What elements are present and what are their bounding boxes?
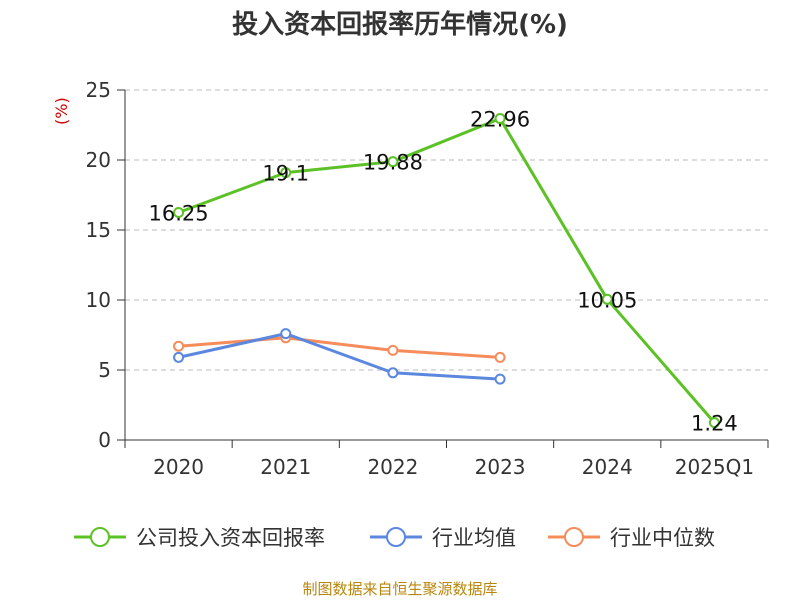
y-tick-label: 5 <box>98 358 111 382</box>
chart-title: 投入资本回报率历年情况(%) <box>232 10 568 40</box>
data-point <box>708 417 720 429</box>
data-point <box>387 344 399 356</box>
data-label: 1.24 <box>691 412 738 436</box>
x-tick-label: 2023 <box>475 455 526 479</box>
data-point <box>280 167 292 179</box>
legend-marker <box>564 527 584 547</box>
data-label: 16.25 <box>149 202 209 226</box>
data-point <box>387 367 399 379</box>
x-tick-label: 2022 <box>367 455 418 479</box>
legend-marker <box>90 527 110 547</box>
data-point <box>280 328 292 340</box>
data-label: 19.1 <box>262 162 309 186</box>
data-point <box>173 340 185 352</box>
x-tick-label: 2025Q1 <box>675 455 754 479</box>
series-line <box>178 332 501 381</box>
data-point <box>494 351 506 363</box>
source-note: 制图数据来自恒生聚源数据库 <box>302 580 498 598</box>
data-point <box>387 156 399 168</box>
y-tick-label: 25 <box>86 78 111 102</box>
data-point <box>494 373 506 385</box>
legend-marker <box>386 527 406 547</box>
data-label: 10.05 <box>577 288 637 312</box>
x-tick-label: 2024 <box>582 455 633 479</box>
y-tick-label: 20 <box>86 148 111 172</box>
series-line <box>178 336 501 359</box>
legend-label: 行业中位数 <box>610 526 715 550</box>
data-label: 22.96 <box>470 108 530 132</box>
series-line <box>178 117 716 424</box>
data-point <box>601 293 613 305</box>
legend-label: 公司投入资本回报率 <box>136 526 325 550</box>
x-tick-label: 2020 <box>153 455 204 479</box>
data-point <box>173 351 185 363</box>
y-tick-label: 15 <box>86 218 111 242</box>
y-tick-label: 10 <box>86 288 111 312</box>
data-point <box>494 113 506 125</box>
data-label: 19.88 <box>363 151 423 175</box>
legend-label: 行业均值 <box>432 526 516 550</box>
y-tick-label: 0 <box>98 428 111 452</box>
x-tick-label: 2021 <box>260 455 311 479</box>
data-point <box>173 207 185 218</box>
